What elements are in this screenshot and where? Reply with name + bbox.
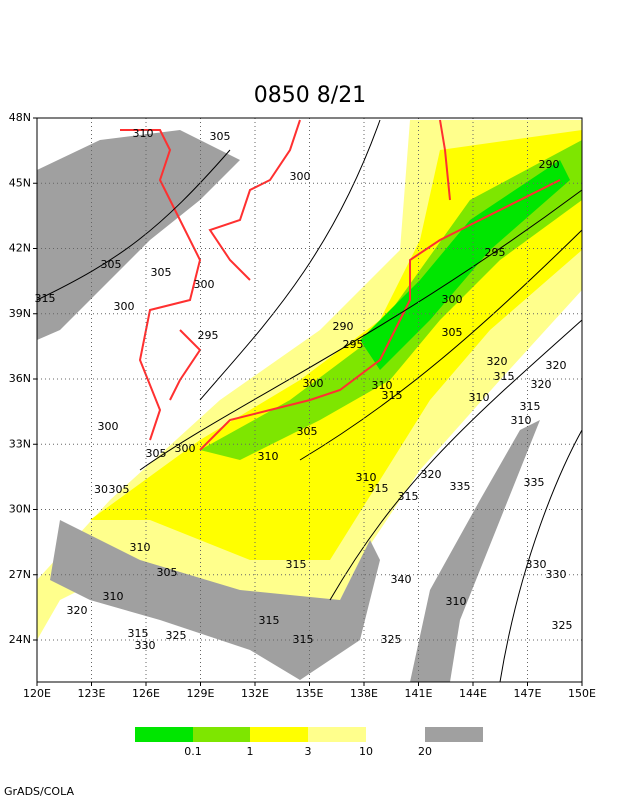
contour-label: 315	[382, 389, 403, 402]
contour-label: 335	[450, 480, 471, 493]
contour-label: 300	[442, 293, 463, 306]
legend-label: 3	[305, 745, 312, 758]
contour-label: 310	[372, 379, 393, 392]
contour-label: 300	[175, 442, 196, 455]
contour-label: 335	[524, 476, 545, 489]
lat-label: 33N	[9, 437, 31, 450]
lat-label: 39N	[9, 307, 31, 320]
contour-label: 320	[487, 355, 508, 368]
contour-label: 305	[297, 425, 318, 438]
contour-label: 315	[128, 627, 149, 640]
map-area: 310 305 300 290 295 305 305 300 315 300 300 290 305 2…	[9, 111, 596, 700]
contour-label: 320	[67, 604, 88, 617]
legend-label: 20	[418, 745, 432, 758]
contour-label: 330	[546, 568, 567, 581]
contour-label: 305	[146, 447, 167, 460]
grid	[37, 118, 582, 682]
contour-label: 310	[446, 595, 467, 608]
contour-label: 290	[539, 158, 560, 171]
contour-label: 305	[442, 326, 463, 339]
contour-label: 290	[333, 320, 354, 333]
lon-label: 135E	[296, 687, 324, 700]
contour-label: 325	[381, 633, 402, 646]
lon-label: 123E	[78, 687, 106, 700]
contour-label: 305	[157, 566, 178, 579]
lon-label: 144E	[459, 687, 487, 700]
contour-label: 300	[303, 377, 324, 390]
contour	[36, 119, 583, 683]
contour-label: 305	[101, 258, 122, 271]
contour-label: 310	[103, 590, 124, 603]
contour-label: 300	[114, 300, 135, 313]
lon-label: 120E	[23, 687, 51, 700]
contour-label: 320	[531, 378, 552, 391]
grey-area	[410, 420, 540, 682]
contour-label: 310	[258, 450, 279, 463]
contour-label: 300	[98, 420, 119, 433]
legend-label: 1	[247, 745, 254, 758]
contour-label: 320	[546, 359, 567, 372]
lon-label: 147E	[514, 687, 542, 700]
lat-label: 48N	[9, 111, 31, 124]
contour-label: 315	[259, 614, 280, 627]
contour-label: 315	[368, 482, 389, 495]
lon-label: 150E	[568, 687, 596, 700]
contour-label: 330	[526, 558, 547, 571]
contour-label: 315	[293, 633, 314, 646]
contour-label: 30	[94, 483, 108, 496]
contour-label: 315	[286, 558, 307, 571]
contour-label: 310	[469, 391, 490, 404]
lon-label: 126E	[132, 687, 160, 700]
coastline	[169, 119, 561, 451]
contour-label: 300	[194, 278, 215, 291]
contour-label: 300	[290, 170, 311, 183]
legend-swatch	[250, 727, 308, 742]
footer: GrADS/COLA	[4, 785, 74, 798]
contour-label: 315	[494, 370, 515, 383]
contour-label: 305	[210, 130, 231, 143]
legend: 0.1 1 3 10 20	[135, 727, 483, 758]
legend-swatch	[193, 727, 251, 742]
lon-label: 132E	[241, 687, 269, 700]
lat-label: 24N	[9, 633, 31, 646]
contour-label: 315	[520, 400, 541, 413]
legend-swatch	[135, 727, 193, 742]
lon-label: 141E	[405, 687, 433, 700]
coastline	[120, 129, 202, 441]
lat-label: 45N	[9, 176, 31, 189]
lat-label: 30N	[9, 503, 31, 516]
contour-label: 295	[343, 338, 364, 351]
contour-label: 310	[133, 127, 154, 140]
ticks: 120E 123E 126E 129E 132E 135E 138E 141E 144E 147E…	[9, 111, 596, 700]
contour-label: 310	[356, 471, 377, 484]
contour-label: 340	[391, 573, 412, 586]
contour-label: 295	[485, 246, 506, 259]
contour-label: 305	[109, 483, 130, 496]
contour-label: 315	[398, 490, 419, 503]
contour-label: 310	[511, 414, 532, 427]
contour-label: 320	[421, 468, 442, 481]
legend-label: 10	[359, 745, 373, 758]
contour-label: 330	[135, 639, 156, 652]
contour-label: 325	[166, 629, 187, 642]
lon-label: 129E	[187, 687, 215, 700]
contour-label: 325	[552, 619, 573, 632]
lon-label: 138E	[350, 687, 378, 700]
lat-label: 42N	[9, 242, 31, 255]
precip-very-heavy	[360, 160, 570, 370]
legend-swatch	[425, 727, 483, 742]
legend-label: 0.1	[184, 745, 202, 758]
lat-label: 27N	[9, 568, 31, 581]
contour-label: 305	[151, 266, 172, 279]
map-title: 0850 8/21	[254, 83, 366, 108]
contour-label: 310	[130, 541, 151, 554]
contour-labels: 310 305 300 290 295 305 305 300 315 300 300 290 305 2…	[35, 127, 573, 652]
grey-area	[37, 130, 240, 340]
lat-label: 36N	[9, 372, 31, 385]
legend-swatch	[308, 727, 366, 742]
contour-label: 315	[35, 292, 56, 305]
contour-label: 295	[198, 329, 219, 342]
